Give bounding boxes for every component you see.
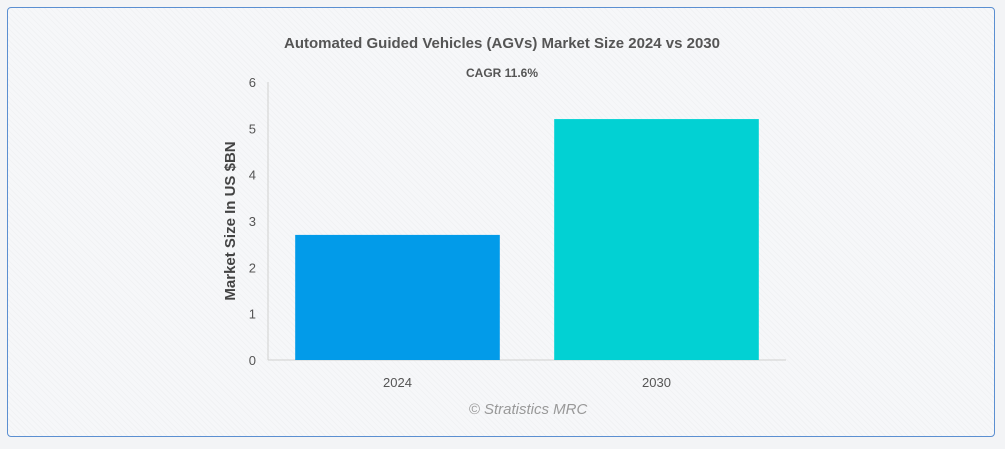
y-tick-label-1: 1 bbox=[249, 307, 256, 322]
y-tick-label-4: 4 bbox=[249, 168, 256, 183]
bar-2024 bbox=[295, 234, 500, 360]
y-tick-label-5: 5 bbox=[249, 121, 256, 136]
y-axis-label: Market Size In US $BN bbox=[222, 141, 239, 300]
y-tick-label-3: 3 bbox=[249, 214, 256, 229]
chart-subtitle: CAGR 11.6% bbox=[466, 66, 538, 80]
bars bbox=[295, 119, 759, 360]
x-tick-label-2030: 2030 bbox=[642, 375, 671, 390]
y-tick-labels: 0 1 2 3 4 5 6 bbox=[249, 75, 256, 368]
x-tick-labels: 2024 2030 bbox=[383, 375, 671, 390]
chart-card bbox=[7, 7, 995, 437]
x-tick-label-2024: 2024 bbox=[383, 375, 412, 390]
bar-2030 bbox=[554, 119, 759, 360]
chart-title: Automated Guided Vehicles (AGVs) Market … bbox=[284, 35, 720, 52]
credit-text: © Stratistics MRC bbox=[469, 401, 588, 418]
y-tick-label-0: 0 bbox=[249, 353, 256, 368]
y-tick-label-6: 6 bbox=[249, 75, 256, 90]
y-tick-label-2: 2 bbox=[249, 260, 256, 275]
